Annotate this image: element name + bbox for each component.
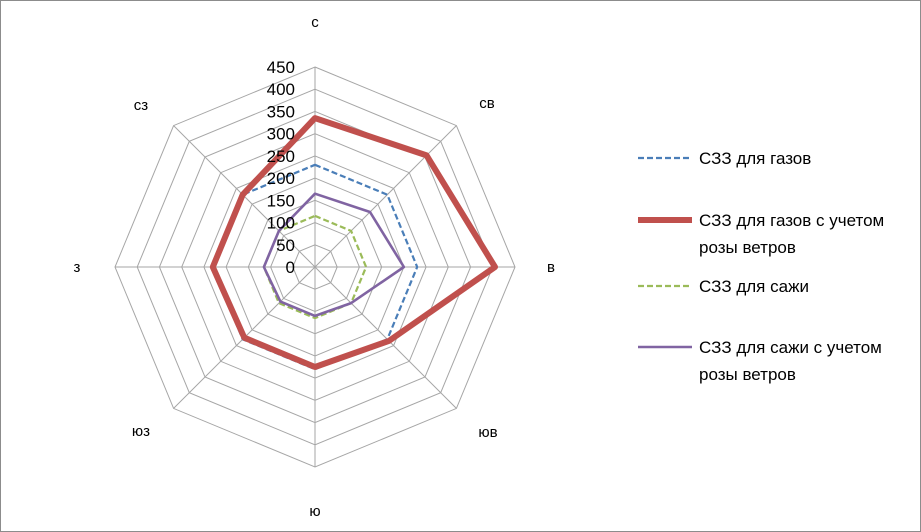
legend-item: СЗЗ для газов с учетом розы ветров — [638, 211, 884, 257]
tick-label: 200 — [267, 169, 295, 188]
category-label: юв — [478, 424, 497, 441]
radial-tick-labels: 0 50 100 150 200 250 300 350 400 450 — [267, 58, 295, 277]
tick-label: 350 — [267, 102, 295, 121]
category-label: юз — [132, 423, 150, 440]
category-labels: с св в юв ю юз з сз — [74, 14, 555, 520]
category-label: св — [479, 95, 495, 112]
legend-item: СЗЗ для сажи с учетом розы ветров — [638, 338, 882, 384]
legend-label: СЗЗ для газов с учетом розы ветров — [699, 211, 884, 257]
category-label: з — [74, 259, 81, 276]
spoke-3 — [314, 266, 457, 409]
radar-series — [209, 115, 498, 371]
legend-label: СЗЗ для сажи — [699, 277, 809, 296]
legend: СЗЗ для газов СЗЗ для газов с учетом розы … — [638, 149, 884, 384]
legend-label: СЗЗ для газов — [699, 149, 811, 168]
category-label: сз — [134, 97, 149, 114]
tick-label: 0 — [286, 258, 295, 277]
category-label: ю — [309, 503, 320, 520]
tick-label: 400 — [267, 80, 295, 99]
series-line-2 — [262, 214, 368, 320]
tick-label: 100 — [267, 214, 295, 233]
category-label: с — [311, 14, 319, 31]
series-line-0 — [211, 163, 419, 371]
tick-label: 450 — [267, 58, 295, 77]
legend-item: СЗЗ для сажи — [638, 277, 809, 296]
legend-item: СЗЗ для газов — [638, 149, 811, 168]
radar-axes — [115, 67, 515, 467]
spoke-1 — [314, 125, 457, 268]
tick-label: 300 — [267, 125, 295, 144]
series-line-1 — [209, 115, 498, 370]
category-label: в — [547, 259, 555, 276]
tick-label: 50 — [276, 236, 295, 255]
legend-label: СЗЗ для сажи с учетом розы ветров — [699, 338, 882, 384]
series-line-3 — [262, 192, 406, 318]
tick-label: 250 — [267, 147, 295, 166]
tick-label: 150 — [267, 191, 295, 210]
